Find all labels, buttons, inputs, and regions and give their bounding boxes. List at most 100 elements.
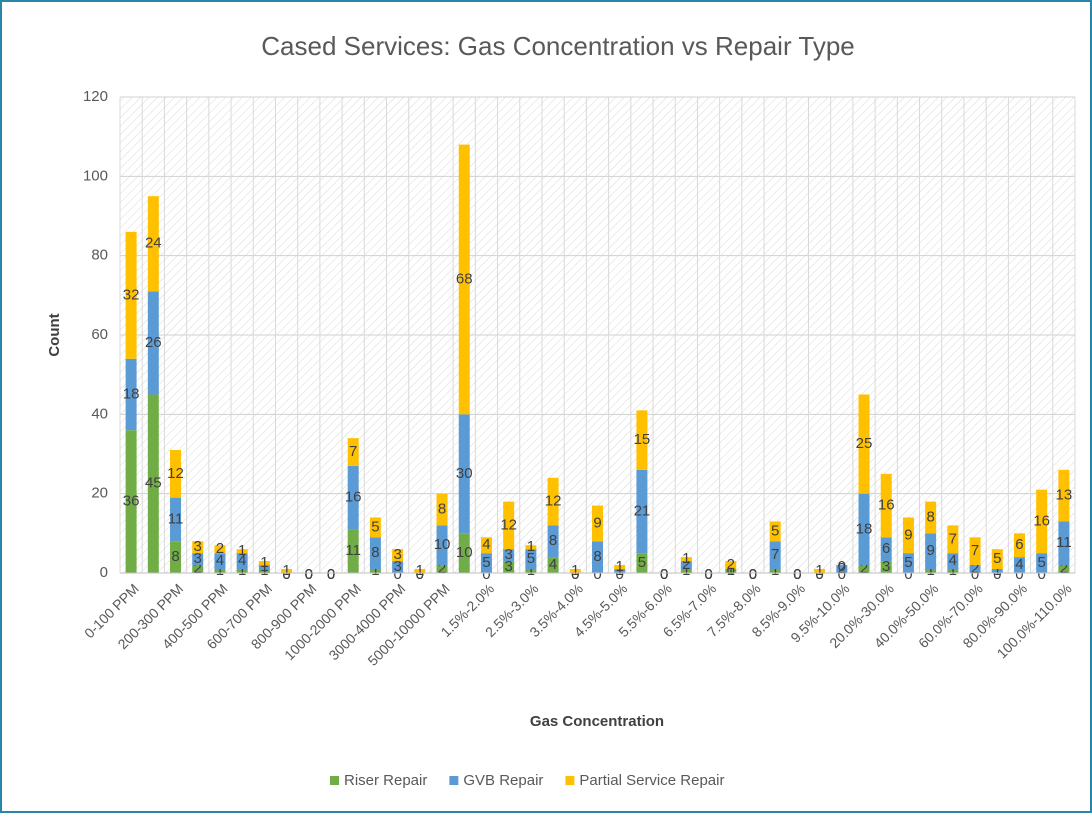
bar-segment: [1058, 469, 1070, 522]
data-label: 0: [815, 566, 823, 583]
data-label: 0: [704, 566, 712, 583]
data-label: 1: [527, 562, 535, 579]
data-label: 1: [949, 562, 957, 579]
data-label: 5: [527, 550, 535, 567]
data-label: 0: [571, 566, 579, 583]
data-label: 1: [282, 562, 290, 579]
data-label: 1: [993, 562, 1001, 579]
data-label: 1: [216, 562, 224, 579]
data-label: 2: [1060, 560, 1068, 577]
bar-segment: [569, 569, 581, 573]
bar-segment: [170, 497, 182, 542]
data-label: 3: [393, 546, 401, 563]
data-label: 45: [145, 475, 162, 492]
data-label: 24: [145, 235, 162, 252]
bar-segment: [147, 291, 159, 395]
x-tick-label: 1000-2000 PPM: [281, 580, 364, 663]
bar-segment: [614, 565, 626, 570]
bar-segment: [902, 517, 914, 554]
data-label: 12: [167, 465, 184, 482]
data-label: 0: [660, 566, 668, 583]
data-label: 1: [238, 562, 246, 579]
bar-segment: [458, 144, 470, 415]
bar-segment: [125, 358, 137, 431]
y-tick-label: 120: [83, 88, 108, 105]
bar-segment: [458, 414, 470, 534]
bar-segment: [969, 565, 981, 573]
data-label: 1: [260, 558, 268, 575]
data-label: 0: [838, 558, 846, 575]
data-label: 0: [793, 566, 801, 583]
y-tick-label: 40: [91, 405, 108, 422]
data-label: 12: [545, 493, 562, 510]
data-label: 2: [971, 560, 979, 577]
data-label: 2: [216, 540, 224, 557]
bar-segment: [902, 553, 914, 573]
bar-segment: [258, 569, 270, 573]
legend-swatch: [565, 776, 575, 785]
data-label: 8: [549, 532, 557, 549]
data-label: 25: [856, 435, 873, 452]
bar-segment: [969, 537, 981, 566]
data-label: 4: [949, 552, 957, 569]
data-label: 0: [416, 566, 424, 583]
data-label: 8: [371, 544, 379, 561]
data-label: 0: [327, 566, 335, 583]
data-label: 2: [838, 560, 846, 577]
data-label: 0: [282, 566, 290, 583]
bar-segment: [503, 501, 515, 550]
data-label: 1: [926, 562, 934, 579]
bar-segment: [769, 541, 781, 570]
bar-segment: [1058, 521, 1070, 566]
bar-segment: [347, 438, 359, 466]
bar-segment: [769, 569, 781, 573]
bar-segment: [636, 410, 648, 470]
data-label: 26: [145, 334, 162, 351]
data-label: 3: [194, 538, 202, 555]
data-label: 0: [704, 566, 712, 583]
bar-segment: [525, 569, 537, 573]
bar-segment: [880, 473, 892, 538]
data-label: 11: [168, 510, 184, 527]
bar-segment: [680, 557, 692, 562]
data-label: 0: [838, 566, 846, 583]
data-label: 2: [727, 556, 735, 573]
bar-segment: [347, 529, 359, 573]
data-label: 0: [815, 566, 823, 583]
bar-segment: [858, 565, 870, 573]
bar-segment: [392, 561, 404, 573]
bar-segment: [1058, 565, 1070, 573]
data-label: 5: [482, 554, 490, 571]
legend-swatch: [330, 776, 339, 785]
data-label: 0: [305, 566, 313, 583]
data-label: 7: [971, 542, 979, 559]
bar-segment: [547, 525, 559, 558]
data-label: 4: [549, 556, 557, 573]
legend-swatch: [449, 776, 459, 785]
data-label: 18: [856, 520, 873, 537]
data-label: 0: [482, 566, 490, 583]
data-label: 21: [634, 502, 651, 519]
bar-segment: [214, 553, 226, 570]
bar-segment: [436, 565, 448, 573]
bar-segment: [170, 450, 182, 498]
x-tick-label: 3000-4000 PPM: [325, 580, 408, 663]
data-label: 1: [238, 542, 246, 559]
data-label: 0: [904, 566, 912, 583]
bar-segment: [525, 545, 537, 550]
data-label: 9: [926, 542, 934, 559]
data-label: 0: [993, 566, 1001, 583]
data-label: 0: [393, 566, 401, 583]
data-label: 3: [882, 558, 890, 575]
bar-segment: [1013, 557, 1025, 573]
bar-segment: [192, 565, 204, 573]
bar-segment: [258, 565, 270, 570]
bar-segment: [858, 493, 870, 566]
data-label: 3: [194, 550, 202, 567]
data-label: 0: [1015, 566, 1023, 583]
bar-segment: [947, 553, 959, 570]
data-label: 6: [1015, 536, 1023, 553]
data-label: 4: [1015, 556, 1023, 573]
